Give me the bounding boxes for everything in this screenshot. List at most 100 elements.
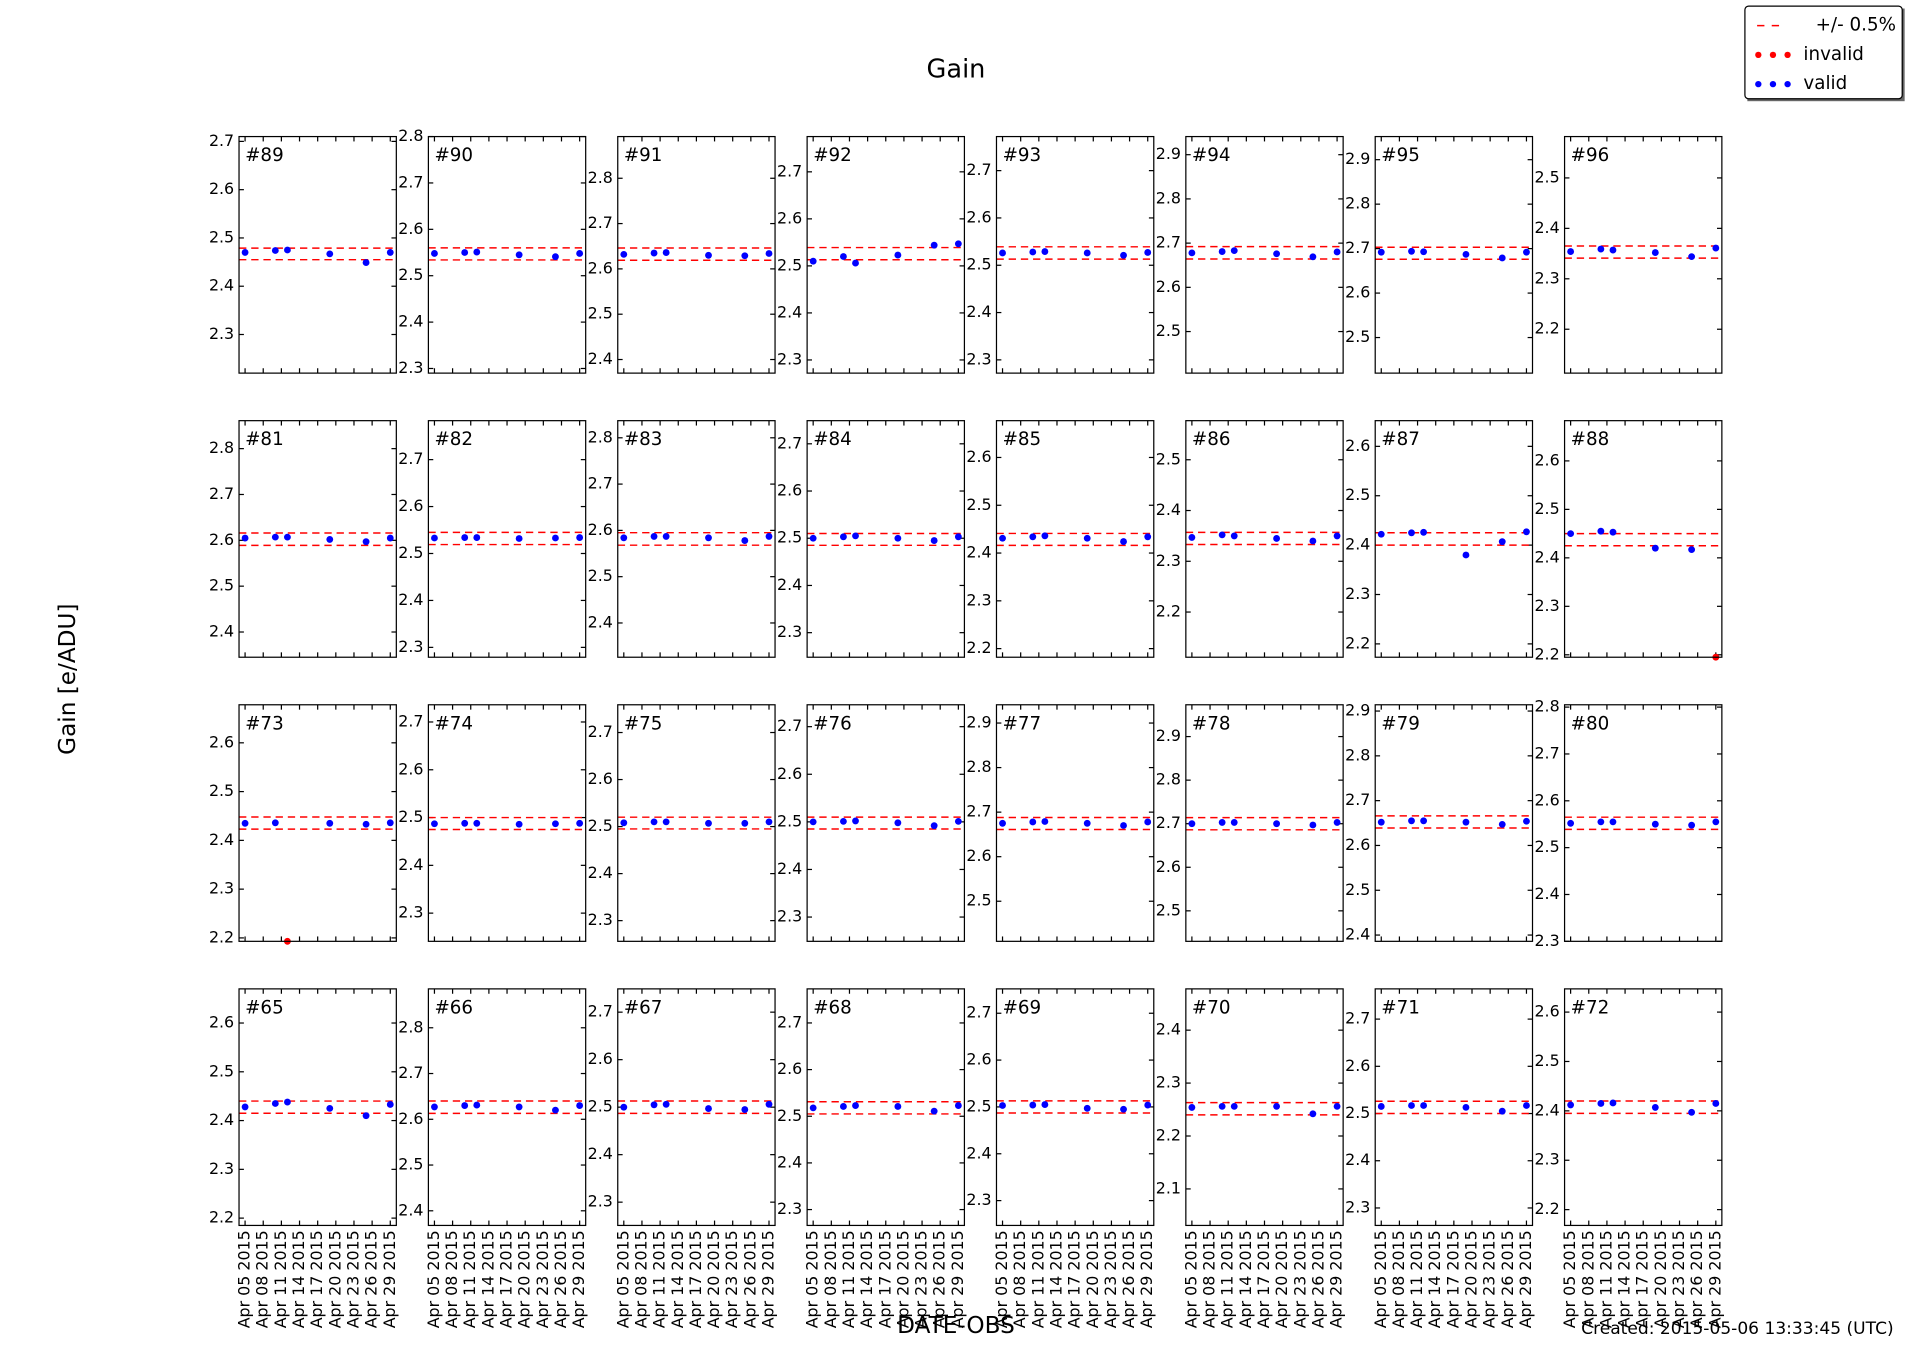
point bbox=[576, 819, 584, 827]
point bbox=[650, 818, 658, 826]
y-tick-label: 2.8 bbox=[209, 438, 234, 457]
point bbox=[1309, 821, 1317, 829]
y-tick-label: 2.6 bbox=[966, 1050, 991, 1069]
panel-title: #91 bbox=[624, 145, 663, 166]
y-tick-label: 2.3 bbox=[1156, 1073, 1181, 1092]
legend-swatch bbox=[1755, 51, 1762, 59]
point bbox=[1651, 820, 1659, 828]
point bbox=[1567, 248, 1575, 255]
point bbox=[1523, 817, 1530, 825]
panel-title: #92 bbox=[813, 145, 852, 166]
y-tick-label: 2.4 bbox=[1534, 547, 1559, 566]
axes-frame bbox=[427, 420, 587, 658]
y-tick-label: 2.8 bbox=[1156, 770, 1181, 789]
point bbox=[1144, 1101, 1152, 1109]
x-tick-label: Apr 08 2015 bbox=[821, 1230, 840, 1328]
point bbox=[809, 1104, 817, 1112]
y-tick-label: 2.5 bbox=[398, 1155, 423, 1174]
point bbox=[705, 819, 712, 827]
y-tick-label: 2.6 bbox=[588, 258, 613, 277]
point bbox=[1408, 1102, 1415, 1109]
x-tick-label: Apr 17 2015 bbox=[497, 1230, 516, 1328]
subplot: 2.3 2.4 2.5 2.6 2.7 #74 bbox=[398, 704, 587, 942]
x-tick-label: Apr 23 2015 bbox=[722, 1230, 741, 1328]
y-tick-label: 2.4 bbox=[398, 1200, 423, 1219]
y-tick-label: 2.3 bbox=[966, 590, 991, 609]
y-tick-label: 2.4 bbox=[777, 859, 802, 878]
point bbox=[386, 1101, 394, 1108]
point bbox=[741, 1106, 749, 1113]
y-axis-label: Gain [e/ADU] bbox=[55, 603, 81, 754]
y-tick-label: 2.4 bbox=[209, 276, 234, 295]
point bbox=[1144, 533, 1152, 541]
point bbox=[954, 1102, 962, 1109]
y-tick-label: 2.4 bbox=[1345, 535, 1370, 554]
y-tick-label: 2.9 bbox=[1345, 149, 1370, 168]
x-tick-label: Apr 23 2015 bbox=[912, 1230, 931, 1328]
y-tick-label: 2.7 bbox=[966, 1003, 991, 1022]
y-tick-label: 2.2 bbox=[209, 927, 234, 946]
point bbox=[1041, 532, 1049, 540]
x-tick-label: Apr 23 2015 bbox=[1290, 1230, 1309, 1328]
y-tick-label: 2.3 bbox=[777, 622, 802, 641]
point bbox=[1144, 249, 1152, 256]
point bbox=[1377, 248, 1385, 256]
point bbox=[1597, 527, 1605, 535]
y-tick-label: 2.7 bbox=[209, 131, 234, 150]
x-tick-label: Apr 20 2015 bbox=[515, 1230, 534, 1328]
point bbox=[930, 537, 938, 545]
point bbox=[461, 534, 469, 541]
x-tick-label: Apr 20 2015 bbox=[1651, 1230, 1670, 1328]
panel-title: #79 bbox=[1381, 713, 1420, 734]
y-tick-label: 2.5 bbox=[588, 304, 613, 323]
x-tick-label: Apr 11 2015 bbox=[650, 1230, 669, 1328]
y-tick-label: 2.7 bbox=[1156, 813, 1181, 832]
subplot: 2.5 2.6 2.7 2.8 2.9 #77 bbox=[966, 704, 1155, 942]
point bbox=[1230, 247, 1238, 255]
legend-label: invalid bbox=[1803, 44, 1863, 65]
y-tick-label: 2.6 bbox=[209, 732, 234, 751]
y-tick-label: 2.5 bbox=[1345, 327, 1370, 346]
axes-frame bbox=[238, 988, 397, 1227]
point bbox=[1041, 248, 1049, 255]
y-tick-label: 2.5 bbox=[209, 1061, 234, 1080]
point bbox=[1218, 248, 1226, 255]
panel-title: #75 bbox=[624, 713, 663, 734]
x-tick-label: Apr 20 2015 bbox=[1083, 1230, 1102, 1328]
point bbox=[1408, 817, 1415, 825]
axes-frame bbox=[1563, 420, 1723, 658]
point bbox=[284, 533, 291, 541]
point bbox=[1083, 1104, 1091, 1112]
point bbox=[954, 817, 962, 825]
y-tick-label: 2.7 bbox=[588, 722, 613, 741]
y-tick-label: 2.6 bbox=[398, 496, 423, 515]
point bbox=[1597, 245, 1605, 253]
y-tick-label: 2.4 bbox=[777, 575, 802, 594]
point bbox=[1120, 251, 1127, 259]
legend-label: +/- 0.5% bbox=[1816, 15, 1896, 36]
x-tick-label: Apr 17 2015 bbox=[875, 1230, 894, 1328]
y-tick-label: 2.5 bbox=[588, 566, 613, 585]
y-tick-label: 2.5 bbox=[209, 227, 234, 246]
panel-title: #86 bbox=[1192, 429, 1231, 450]
point bbox=[1188, 820, 1196, 828]
panel-title: #94 bbox=[1192, 145, 1231, 166]
x-tick-label: Apr 05 2015 bbox=[1371, 1230, 1390, 1328]
y-tick-label: 2.5 bbox=[777, 528, 802, 547]
x-tick-label: Apr 11 2015 bbox=[460, 1230, 479, 1328]
y-tick-label: 2.4 bbox=[777, 1152, 802, 1171]
point bbox=[1408, 529, 1415, 537]
x-tick-label: Apr 14 2015 bbox=[1615, 1230, 1634, 1328]
panel-title: #81 bbox=[245, 429, 284, 450]
point bbox=[1377, 530, 1385, 538]
x-tick-label: Apr 20 2015 bbox=[325, 1230, 344, 1328]
legend: +/- 0.5% invalid valid bbox=[1744, 5, 1905, 102]
y-tick-label: 2.3 bbox=[588, 910, 613, 929]
point bbox=[1420, 248, 1428, 256]
x-tick-label: Apr 14 2015 bbox=[1046, 1230, 1065, 1328]
x-tick-label: Apr 11 2015 bbox=[1407, 1230, 1426, 1328]
y-tick-label: 2.6 bbox=[398, 1109, 423, 1128]
